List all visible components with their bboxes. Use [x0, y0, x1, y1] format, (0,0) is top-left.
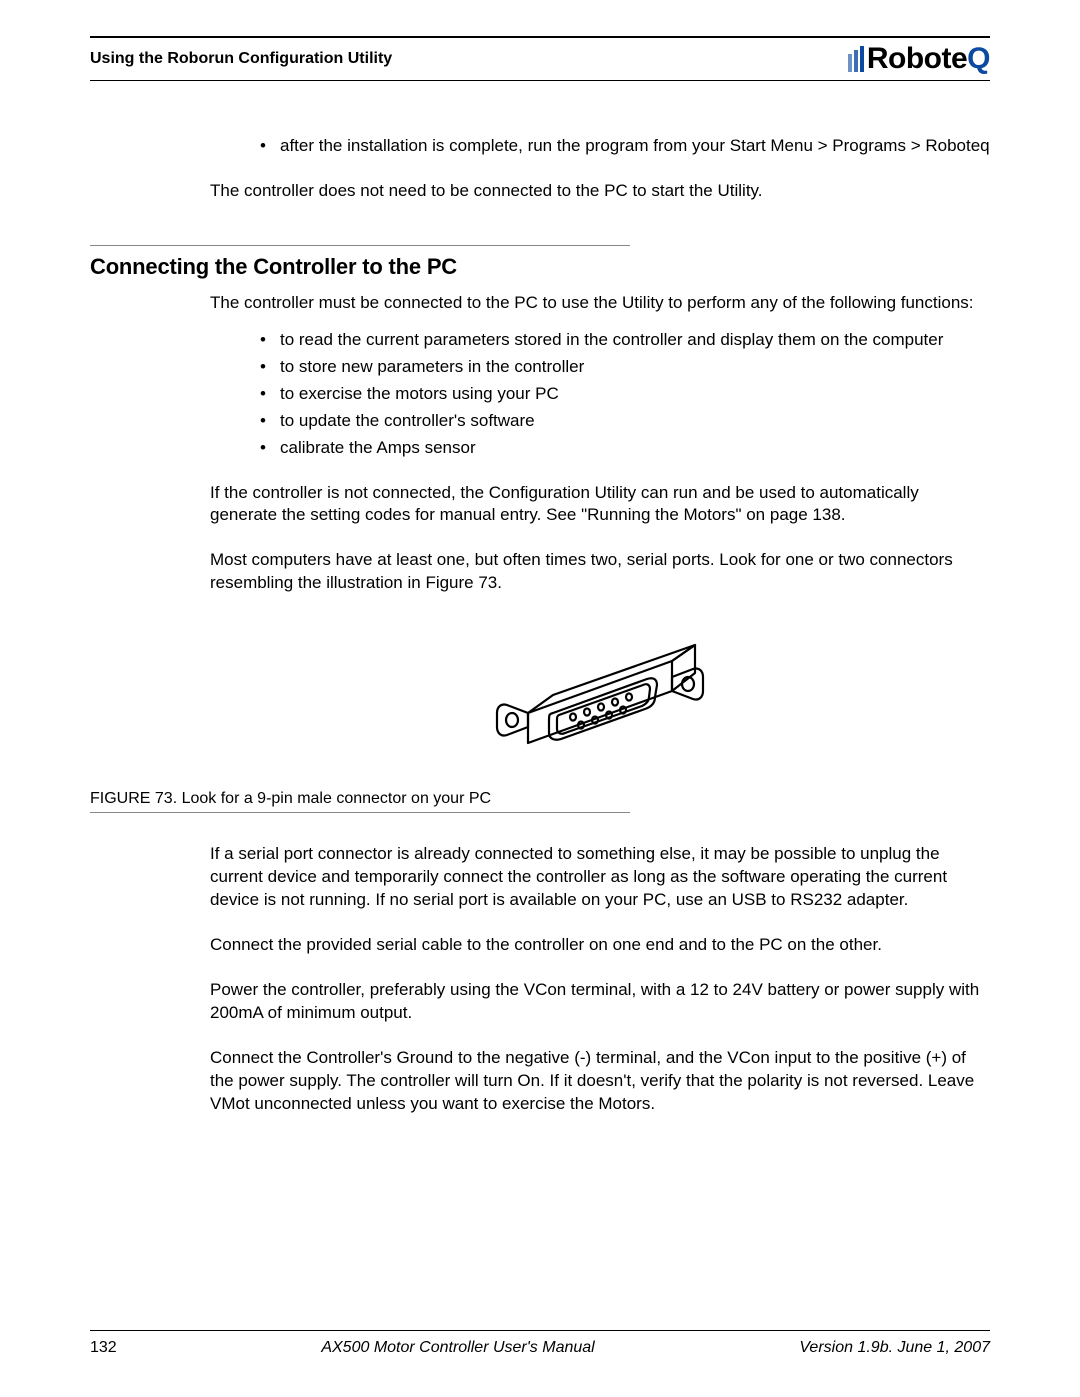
header-top-rule: [90, 36, 990, 38]
section-rule: [90, 245, 630, 246]
section-heading: Connecting the Controller to the PC: [90, 254, 990, 280]
function-bullet-list: to read the current parameters stored in…: [260, 329, 990, 460]
body-paragraph: If the controller is not connected, the …: [210, 482, 990, 528]
list-item: to store new parameters in the controlle…: [260, 356, 990, 379]
figure-caption: FIGURE 73. Look for a 9-pin male connect…: [90, 790, 990, 808]
intro-bullet-list: after the installation is complete, run …: [260, 135, 990, 158]
body-paragraph: Most computers have at least one, but of…: [210, 549, 990, 595]
body-paragraph: Power the controller, preferably using t…: [210, 979, 990, 1025]
list-item: to read the current parameters stored in…: [260, 329, 990, 352]
body-paragraph: Connect the provided serial cable to the…: [210, 934, 990, 957]
header-section-title: Using the Roborun Configuration Utility: [90, 50, 392, 68]
list-item: calibrate the Amps sensor: [260, 437, 990, 460]
page-header: Using the Roborun Configuration Utility …: [90, 42, 990, 80]
page-content: after the installation is complete, run …: [90, 81, 990, 1116]
intro-paragraph: The controller does not need to be conne…: [210, 180, 990, 203]
section-lead-paragraph: The controller must be connected to the …: [210, 292, 990, 315]
footer-rule: [90, 1330, 990, 1331]
footer-version: Version 1.9b. June 1, 2007: [799, 1339, 990, 1357]
brand-name-main: Robote: [867, 42, 967, 76]
brand-logo-bars-icon: [848, 46, 864, 72]
brand-name-suffix: Q: [967, 42, 990, 76]
list-item: after the installation is complete, run …: [260, 135, 990, 158]
page-footer: 132 AX500 Motor Controller User's Manual…: [90, 1330, 990, 1357]
list-item: to exercise the motors using your PC: [260, 383, 990, 406]
brand-logo: RoboteQ: [848, 42, 990, 76]
body-paragraph: If a serial port connector is already co…: [210, 843, 990, 912]
footer-manual-title: AX500 Motor Controller User's Manual: [321, 1339, 594, 1357]
figure-73: [210, 617, 990, 782]
db9-connector-icon: [495, 617, 705, 777]
list-item: to update the controller's software: [260, 410, 990, 433]
figure-caption-rule: [90, 812, 630, 813]
body-paragraph: Connect the Controller's Ground to the n…: [210, 1047, 990, 1116]
footer-page-number: 132: [90, 1339, 117, 1357]
